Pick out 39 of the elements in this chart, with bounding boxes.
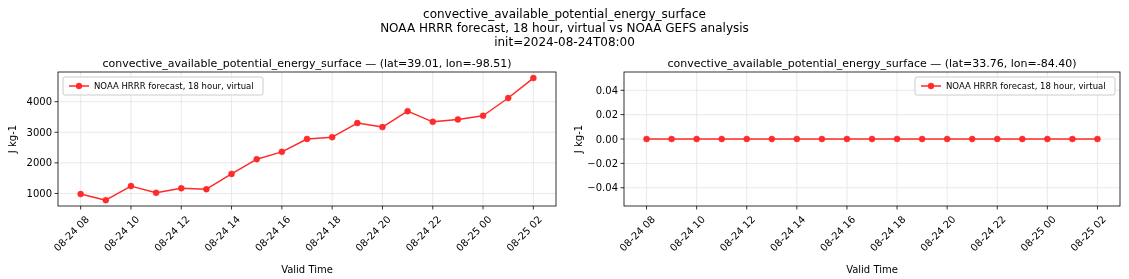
point [479, 112, 487, 119]
point [278, 148, 286, 156]
y-tick-label: 0.02 [595, 109, 618, 121]
point [354, 119, 361, 127]
point [77, 190, 84, 198]
point [253, 155, 260, 163]
chart-title: convective_available_potential_energy_surface — (lat=39.01, lon=-98.51) [102, 57, 512, 70]
text: init=2024-08-24T08:00 [494, 35, 635, 49]
y-tick-label: 0.04 [595, 84, 618, 96]
point [228, 170, 235, 178]
chart-title: convective_available_potential_energy_surface — (lat=33.76, lon=-84.40) [667, 57, 1077, 70]
y-tick-label: 2000 [26, 157, 52, 169]
x-axis-title: Valid Time [281, 264, 333, 275]
y-axis-title: J kg-1 [7, 124, 18, 155]
point [303, 135, 311, 143]
point [379, 123, 386, 131]
y-tick-label: 1000 [26, 187, 52, 199]
text: NOAA HRRR forecast, 18 hour, virtual vs NOAA GEFS analysis [380, 21, 749, 35]
x-axis-title: Valid Time [846, 264, 898, 275]
point [203, 185, 210, 193]
point [328, 133, 336, 141]
point [152, 189, 160, 197]
point [504, 94, 512, 102]
point [127, 182, 135, 190]
y-tick-label: 0.00 [595, 133, 618, 145]
point [404, 107, 411, 115]
point [102, 196, 110, 204]
text: convective_available_potential_energy_surface [423, 7, 706, 21]
legend-label: NOAA HRRR forecast, 18 hour, virtual [94, 81, 254, 91]
y-tick-label: 4000 [26, 96, 52, 108]
point [177, 185, 185, 192]
point [530, 74, 537, 82]
y-axis-title: J kg-1 [573, 124, 584, 155]
y-tick-label: −0.02 [587, 157, 618, 169]
y-tick-label: −0.04 [587, 182, 618, 194]
point [454, 116, 462, 123]
point [429, 118, 437, 126]
y-tick-label: 3000 [26, 126, 52, 138]
legend-label: NOAA HRRR forecast, 18 hour, virtual [946, 81, 1106, 91]
